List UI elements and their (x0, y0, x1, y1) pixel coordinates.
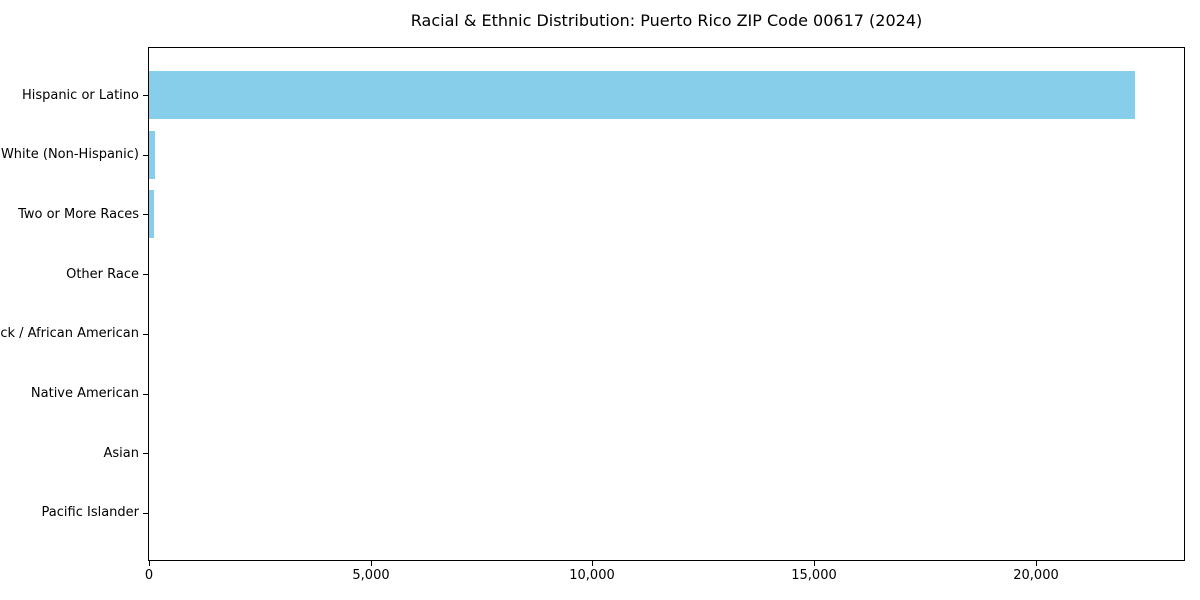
y-tick-label: Native American (30, 386, 139, 401)
x-axis-tick (149, 561, 150, 566)
y-tick-label: White (Non-Hispanic) (0, 147, 139, 162)
y-axis-tick (143, 274, 148, 275)
y-axis-tick (143, 155, 148, 156)
y-axis-tick (143, 214, 148, 215)
y-tick-label: Two or More Races (18, 207, 139, 222)
x-axis-tick (814, 561, 815, 566)
chart-title: Racial & Ethnic Distribution: Puerto Ric… (410, 11, 923, 30)
plot-area (148, 47, 1185, 561)
x-tick-label: 10,000 (569, 568, 615, 583)
x-tick-label: 15,000 (791, 568, 837, 583)
y-tick-label: Black / African American (0, 326, 139, 341)
x-tick-label: 5,000 (352, 568, 390, 583)
y-axis-tick (143, 95, 148, 96)
y-axis-tick (143, 453, 148, 454)
bar-two-or-more-races (149, 190, 154, 238)
y-axis-tick (143, 513, 148, 514)
bar-hispanic-or-latino (149, 71, 1135, 119)
x-tick-label: 0 (144, 568, 154, 583)
y-tick-label: Asian (103, 446, 139, 461)
bar-white-non-hispanic (149, 131, 155, 179)
y-tick-label: Hispanic or Latino (21, 88, 139, 103)
x-tick-label: 20,000 (1013, 568, 1059, 583)
y-tick-label: Pacific Islander (41, 505, 139, 520)
x-axis-tick (371, 561, 372, 566)
y-axis-tick (143, 334, 148, 335)
x-axis-tick (1036, 561, 1037, 566)
y-tick-label: Other Race (66, 267, 139, 282)
y-axis-tick (143, 394, 148, 395)
x-axis-tick (592, 561, 593, 566)
